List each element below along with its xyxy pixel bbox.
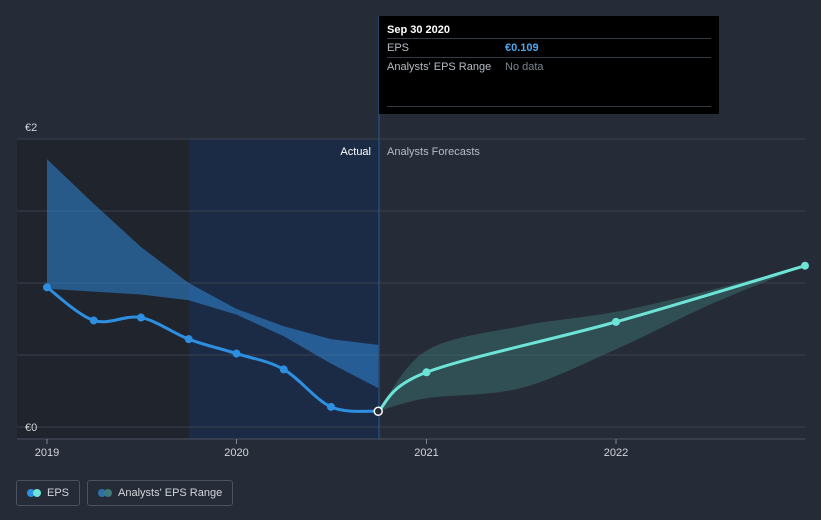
- eps-point: [326, 402, 335, 411]
- eps-swatch-icon: [27, 489, 41, 497]
- y-tick-label: €0: [25, 422, 37, 434]
- x-tick-label: 2020: [224, 447, 248, 459]
- eps-point-selected: [373, 406, 383, 417]
- eps-range-area-past: [47, 159, 379, 389]
- eps-point: [89, 316, 98, 325]
- axes: €2 €0 2019 2020 2021 2022: [25, 122, 628, 459]
- eps-point: [43, 283, 51, 292]
- tooltip-row-range: Analysts' EPS Range No data: [387, 57, 711, 76]
- x-tick-label: 2022: [604, 447, 628, 459]
- x-tick-label: 2019: [35, 447, 59, 459]
- highlight-band: [189, 139, 379, 439]
- x-tick-label: 2021: [414, 447, 438, 459]
- series-lines: [45, 264, 807, 413]
- eps-point: [801, 261, 809, 270]
- eps-point: [232, 349, 241, 358]
- tooltip-range-label: Analysts' EPS Range: [387, 61, 492, 73]
- eps-range-swatch-icon: [98, 489, 112, 497]
- tooltip-row-eps: EPS €0.109: [387, 38, 711, 57]
- tooltip-divider: [387, 106, 711, 107]
- eps-range-area-forecast: [378, 265, 805, 412]
- chart-background: [17, 16, 380, 439]
- tooltip-range-value: No data: [505, 61, 544, 73]
- tooltip-eps-value: €0.109: [505, 42, 539, 54]
- eps-point: [422, 368, 431, 377]
- series-points[interactable]: [43, 261, 809, 417]
- legend-eps[interactable]: EPS: [16, 480, 81, 506]
- eps-forecast-line: [376, 264, 807, 413]
- range-areas: [47, 159, 805, 412]
- tooltip: Sep 30 2020 EPS €0.109 Analysts' EPS Ran…: [379, 16, 719, 114]
- eps-point: [279, 365, 288, 374]
- eps-point: [184, 335, 193, 344]
- tooltip-date: Sep 30 2020: [387, 24, 450, 36]
- actual-zone-label: Actual: [340, 146, 371, 158]
- eps-point: [136, 313, 145, 322]
- y-tick-label: €2: [25, 122, 37, 134]
- eps-line: [45, 285, 380, 413]
- legend-eps-range-label: Analysts' EPS Range: [118, 487, 223, 499]
- legend-eps-label: EPS: [47, 487, 70, 499]
- tooltip-eps-label: EPS: [387, 42, 410, 54]
- forecast-zone-label: Analysts Forecasts: [387, 146, 480, 158]
- eps-point: [612, 317, 621, 326]
- gridlines: [17, 138, 805, 440]
- legend-eps-range[interactable]: Analysts' EPS Range: [87, 480, 234, 506]
